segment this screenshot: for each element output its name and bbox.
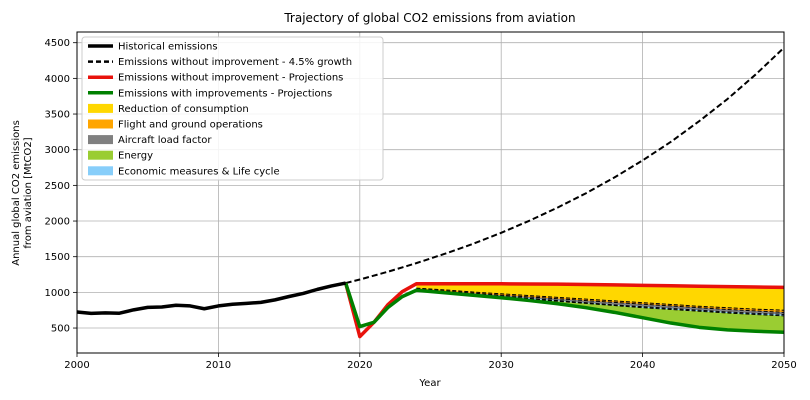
legend-label: Reduction of consumption [118, 104, 249, 115]
legend-patch-swatch [88, 150, 113, 160]
legend-patch-swatch [88, 166, 113, 176]
y-tick-label: 3000 [45, 145, 70, 156]
boundary-line-after-operations [416, 288, 785, 313]
x-tick-label: 2040 [630, 360, 655, 371]
plot-frame [76, 31, 785, 354]
legend-box [81, 36, 384, 181]
y-axis-label-line-2: from aviation [MtCO2] [23, 137, 34, 248]
legend-label: Historical emissions [118, 42, 218, 53]
historical-emissions-line [76, 281, 347, 316]
x-tick-label: 2030 [488, 360, 513, 371]
x-axis-label: Year [418, 378, 441, 389]
legend-label: Emissions without improvement - Projecti… [118, 73, 343, 84]
area-reduction-of-consumption [416, 283, 784, 311]
chart-title: Trajectory of global CO2 emissions from … [283, 11, 575, 25]
projection-with-improvements-line [343, 282, 785, 335]
y-tick-label: 1000 [45, 288, 70, 299]
legend-label: Emissions without improvement - 4.5% gro… [118, 57, 352, 68]
legend-patch-swatch [88, 103, 113, 113]
legend-label: Economic measures & Life cycle [118, 166, 280, 177]
projection-without-improvement-line [343, 282, 785, 339]
legend-patch-swatch [88, 119, 113, 129]
y-tick-label: 3500 [45, 110, 70, 121]
legend-label: Energy [118, 151, 153, 162]
y-axis-label-line-1: Annual global CO2 emissions [11, 120, 22, 266]
x-tick-label: 2010 [206, 360, 231, 371]
x-axis-ticks: 2000 2010 2020 2030 2040 2050 [64, 353, 797, 371]
x-tick-label: 2000 [64, 360, 89, 371]
y-tick-label: 2000 [45, 217, 70, 228]
area-aircraft-load-factor [416, 288, 784, 315]
legend-label: Flight and ground operations [118, 120, 263, 131]
legend-label: Aircraft load factor [118, 135, 212, 146]
y-tick-label: 2500 [45, 181, 70, 192]
y-tick-label: 4000 [45, 74, 70, 85]
y-tick-label: 4500 [45, 38, 70, 49]
legend: Historical emissions Emissions without im… [81, 36, 384, 181]
y-axis-ticks: 500 1000 1500 2000 2500 3000 3500 4000 4500 [45, 38, 77, 335]
y-tick-label: 500 [51, 324, 70, 335]
area-energy [416, 289, 784, 333]
legend-label: Emissions with improvements - Projection… [118, 88, 332, 99]
legend-patch-swatch [88, 135, 113, 145]
x-tick-label: 2050 [771, 360, 796, 371]
x-tick-label: 2020 [347, 360, 372, 371]
y-tick-label: 1500 [45, 252, 70, 263]
growth-4-5-percent-line [345, 46, 785, 285]
series-lines [76, 46, 785, 339]
boundary-line-after-consumption [416, 287, 785, 311]
